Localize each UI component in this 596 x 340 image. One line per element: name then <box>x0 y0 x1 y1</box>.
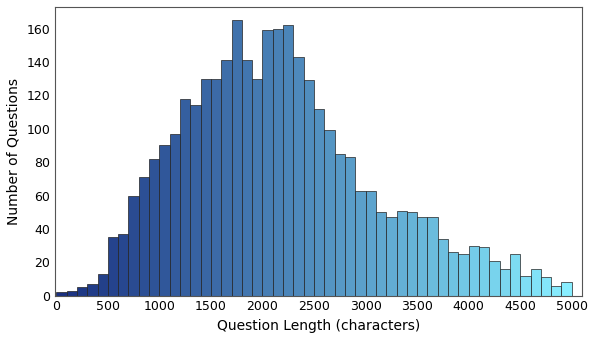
Bar <box>252 79 262 296</box>
X-axis label: Question Length (characters): Question Length (characters) <box>217 319 420 333</box>
Bar <box>541 277 551 296</box>
Bar <box>283 25 293 296</box>
Bar <box>273 29 283 296</box>
Bar <box>262 30 273 296</box>
Bar <box>98 274 108 296</box>
Bar <box>427 217 437 296</box>
Bar <box>345 157 355 296</box>
Bar <box>170 134 180 296</box>
Bar <box>211 79 221 296</box>
Bar <box>561 282 572 296</box>
Bar <box>510 254 520 296</box>
Bar <box>458 254 468 296</box>
Bar <box>242 60 252 296</box>
Bar <box>87 284 98 296</box>
Bar <box>221 60 231 296</box>
Bar <box>448 252 458 296</box>
Bar <box>520 276 530 296</box>
Bar <box>499 269 510 296</box>
Bar <box>479 247 489 296</box>
Bar <box>231 20 242 296</box>
Bar <box>293 57 304 296</box>
Bar <box>314 109 324 296</box>
Bar <box>386 217 396 296</box>
Bar <box>190 105 201 296</box>
Bar <box>77 287 87 296</box>
Bar <box>396 210 407 296</box>
Bar <box>159 146 170 296</box>
Bar <box>407 212 417 296</box>
Bar <box>355 190 365 296</box>
Bar <box>201 79 211 296</box>
Bar <box>334 154 345 296</box>
Bar <box>530 269 541 296</box>
Bar <box>139 177 149 296</box>
Bar <box>180 99 190 296</box>
Bar <box>118 234 129 296</box>
Bar <box>56 292 67 296</box>
Bar <box>551 286 561 296</box>
Bar <box>129 195 139 296</box>
Bar <box>417 217 427 296</box>
Y-axis label: Number of Questions: Number of Questions <box>7 78 21 225</box>
Bar <box>376 212 386 296</box>
Bar <box>67 291 77 296</box>
Bar <box>489 260 499 296</box>
Bar <box>304 80 314 296</box>
Bar <box>365 190 376 296</box>
Bar <box>149 159 159 296</box>
Bar <box>437 239 448 296</box>
Bar <box>324 131 334 296</box>
Bar <box>108 237 118 296</box>
Bar <box>468 245 479 296</box>
